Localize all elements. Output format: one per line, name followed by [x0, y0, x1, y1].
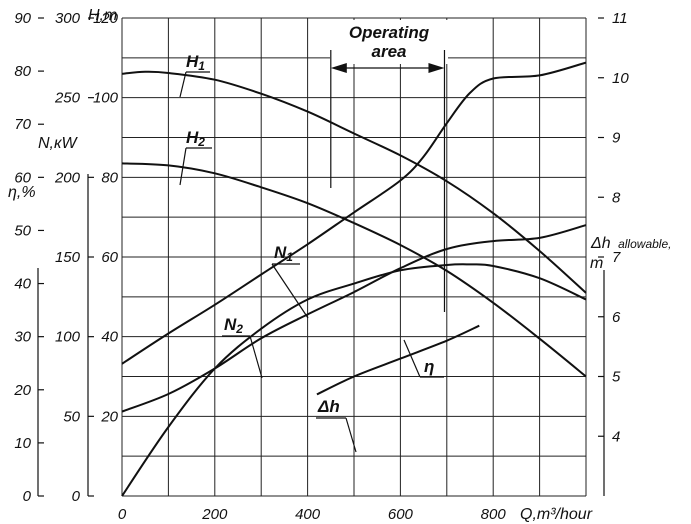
eta-label-text: η [424, 357, 434, 376]
dh-tick-label: 9 [612, 130, 621, 147]
eta-tick-label: 0 [23, 488, 32, 505]
x-tick-label: 400 [295, 506, 321, 523]
x-axis-title: Q,m³/hour [520, 506, 593, 523]
dh-tick-label: 4 [612, 428, 620, 445]
operating-area-arrowhead-left [331, 63, 347, 73]
eta-tick-label: 90 [14, 10, 31, 27]
x-tick-label: 800 [481, 506, 507, 523]
eta-tick-label: 10 [14, 435, 31, 452]
operating-area-label-line1: Operating [349, 23, 430, 42]
dh-tick-label: 10 [612, 70, 629, 87]
h-tick-label: 20 [100, 408, 118, 425]
n2-label-text: N2 [224, 315, 243, 336]
n-axis-title: N,кW [38, 135, 79, 152]
h-tick-label: 60 [101, 249, 118, 266]
eta-tick-label: 40 [14, 276, 31, 293]
operating-area-arrowhead-right [428, 63, 444, 73]
dh-axis-title: Δh allowable, [590, 235, 671, 252]
n-tick-label: 200 [54, 169, 81, 186]
eta-tick-label: 30 [14, 329, 31, 346]
n2-label: N2 [222, 315, 262, 378]
eta-tick-label: 50 [14, 222, 31, 239]
dh-label-text: Δh [317, 397, 340, 416]
h-tick-label: 40 [101, 329, 118, 346]
n-tick-label: 50 [63, 408, 80, 425]
n1-label: N1 [272, 243, 308, 318]
x-tick-label: 600 [388, 506, 414, 523]
dh-tick-label: 8 [612, 189, 621, 206]
h2-label-text: H2 [186, 128, 205, 149]
dh-tick-label: 11 [612, 10, 628, 27]
dh-tick-label: 6 [612, 309, 621, 326]
series-labels: H1 H2 N1 N2 η Δh [180, 52, 444, 452]
h-axis-title: H,m [88, 7, 117, 24]
n-tick-label: 100 [55, 329, 81, 346]
dh-label: Δh [316, 397, 356, 452]
operating-area: Operating area [330, 20, 448, 312]
n-tick-label: 250 [54, 90, 81, 107]
eta-tick-label: 20 [13, 382, 31, 399]
h1-label-text: H1 [186, 52, 205, 73]
h1-label-pointer [180, 72, 186, 97]
h-tick-label: 100 [93, 90, 119, 107]
operating-area-label-line2: area [372, 42, 407, 61]
h2-label: H2 [180, 128, 212, 185]
eta-label-pointer [404, 340, 420, 377]
eta-axis-title: η,% [8, 184, 36, 201]
tick-labels: 0 200 400 600 800204060801001200501001502002… [13, 10, 629, 523]
n-tick-label: 150 [55, 249, 81, 266]
eta-tick-label: 80 [14, 63, 31, 80]
n1-label-text: N1 [274, 243, 293, 264]
x-tick-label: 200 [201, 506, 228, 523]
dh-axis-unit: m [590, 255, 603, 272]
eta-label: η [404, 340, 444, 377]
dh-axis-title-main: Δh [590, 235, 611, 252]
n-tick-label: 0 [72, 488, 81, 505]
dh-axis-title-sub: allowable, [618, 237, 671, 251]
curve-dh [317, 326, 479, 395]
n-tick-label: 300 [55, 10, 81, 27]
x-tick-label: 0 [118, 506, 127, 523]
grid [122, 18, 586, 496]
dh-tick-label: 5 [612, 369, 621, 386]
axes [38, 174, 604, 496]
h-tick-label: 80 [101, 169, 118, 186]
eta-tick-label: 70 [14, 116, 31, 133]
